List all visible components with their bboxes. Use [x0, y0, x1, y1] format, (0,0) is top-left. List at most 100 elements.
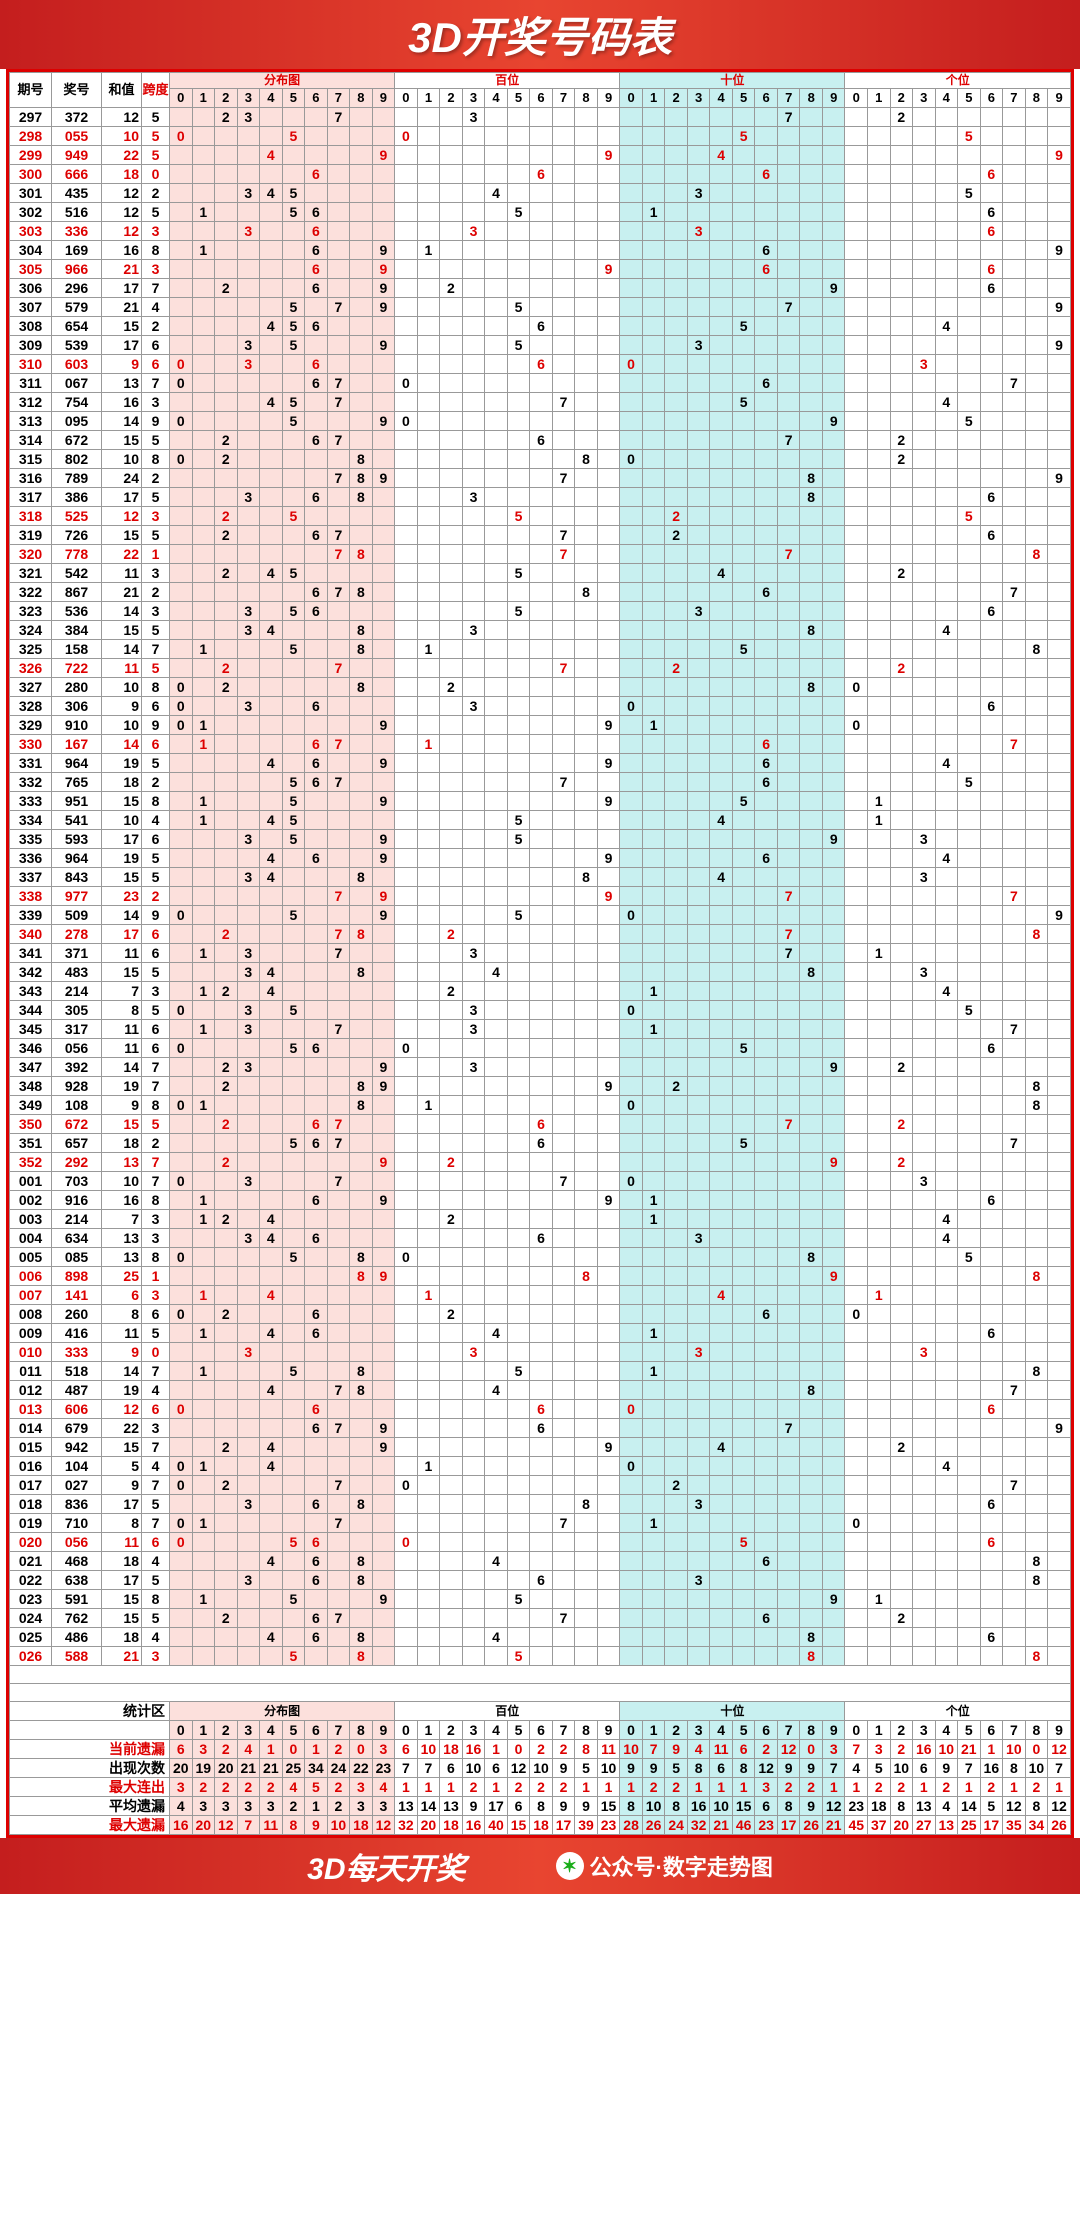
bai-cell	[395, 298, 418, 317]
ge-cell	[867, 1647, 890, 1666]
ge-cell: 6	[980, 165, 1003, 184]
digit-header: 2	[890, 89, 913, 108]
bai-cell	[462, 659, 485, 678]
ge-cell	[867, 1305, 890, 1324]
dist-cell: 9	[372, 1191, 395, 1210]
dist-cell	[192, 1153, 215, 1172]
bai-cell	[485, 1514, 508, 1533]
dist-cell	[215, 754, 238, 773]
bai-cell	[417, 1077, 440, 1096]
data-row: 30333612336336	[10, 222, 1071, 241]
ge-cell: 6	[980, 1324, 1003, 1343]
dist-cell	[372, 1115, 395, 1134]
bai-cell	[507, 773, 530, 792]
bai-cell	[440, 1571, 463, 1590]
dist-cell	[350, 982, 373, 1001]
stat-cell: 20	[890, 1816, 913, 1835]
ge-cell	[958, 1172, 981, 1191]
cell-sum: 18	[102, 1552, 142, 1571]
stat-cell: 10	[417, 1740, 440, 1759]
dist-cell	[260, 1153, 283, 1172]
bai-cell	[462, 1419, 485, 1438]
shi-cell	[687, 431, 710, 450]
bai-cell: 9	[597, 260, 620, 279]
ge-cell	[1003, 1191, 1026, 1210]
ge-cell	[1048, 792, 1071, 811]
dist-cell	[170, 222, 193, 241]
dist-cell	[260, 1419, 283, 1438]
cell-sum: 18	[102, 165, 142, 184]
shi-cell	[687, 1267, 710, 1286]
dist-cell: 6	[305, 1134, 328, 1153]
dist-cell	[170, 1495, 193, 1514]
stat-cell: 9	[462, 1797, 485, 1816]
ge-cell	[845, 735, 868, 754]
shi-cell	[822, 317, 845, 336]
stat-cell: 2	[282, 1797, 305, 1816]
data-row: 333951158159951	[10, 792, 1071, 811]
cell-number: 916	[52, 1191, 102, 1210]
dist-cell	[350, 887, 373, 906]
ge-cell	[1025, 1039, 1048, 1058]
bai-cell	[552, 488, 575, 507]
ge-cell	[935, 298, 958, 317]
dist-cell	[350, 279, 373, 298]
dist-cell	[260, 906, 283, 925]
shi-cell	[755, 868, 778, 887]
ge-cell	[1025, 830, 1048, 849]
shi-cell	[687, 1647, 710, 1666]
bai-cell	[395, 830, 418, 849]
bai-cell	[395, 184, 418, 203]
shi-cell	[800, 1058, 823, 1077]
shi-cell	[687, 108, 710, 127]
dist-cell	[192, 450, 215, 469]
data-row: 34910898018108	[10, 1096, 1071, 1115]
dist-cell	[350, 1058, 373, 1077]
dist-cell	[215, 1020, 238, 1039]
ge-cell	[867, 1324, 890, 1343]
shi-cell	[665, 450, 688, 469]
shi-cell	[755, 1001, 778, 1020]
cell-sum: 15	[102, 1115, 142, 1134]
dist-cell	[372, 1400, 395, 1419]
stat-cell: 7	[822, 1759, 845, 1778]
dist-cell: 6	[305, 279, 328, 298]
dist-cell	[350, 374, 373, 393]
shi-cell: 7	[777, 108, 800, 127]
ge-cell	[1003, 1210, 1026, 1229]
shi-cell	[755, 1115, 778, 1134]
ge-cell	[1003, 127, 1026, 146]
shi-cell	[800, 697, 823, 716]
dist-cell: 8	[350, 469, 373, 488]
ge-cell	[1025, 849, 1048, 868]
dist-cell	[327, 336, 350, 355]
dist-cell: 6	[305, 583, 328, 602]
shi-cell	[822, 1210, 845, 1229]
ge-cell	[845, 1571, 868, 1590]
shi-cell: 9	[822, 1058, 845, 1077]
shi-cell	[642, 431, 665, 450]
bai-cell	[462, 1476, 485, 1495]
bai-cell: 2	[440, 1305, 463, 1324]
shi-cell	[755, 1039, 778, 1058]
dist-cell	[215, 298, 238, 317]
ge-cell	[935, 1096, 958, 1115]
shi-cell	[620, 469, 643, 488]
shi-cell	[732, 1647, 755, 1666]
shi-cell	[687, 412, 710, 431]
cell-number: 435	[52, 184, 102, 203]
dist-cell	[215, 1229, 238, 1248]
ge-cell: 1	[867, 811, 890, 830]
stat-cell: 1	[597, 1778, 620, 1797]
bai-cell	[440, 659, 463, 678]
ge-cell	[913, 1286, 936, 1305]
ge-cell	[1003, 621, 1026, 640]
bai-cell	[575, 811, 598, 830]
ge-cell	[867, 1039, 890, 1058]
dist-cell	[170, 1229, 193, 1248]
stat-cell: 9	[800, 1797, 823, 1816]
bai-cell	[575, 716, 598, 735]
ge-cell	[935, 716, 958, 735]
dist-cell	[215, 355, 238, 374]
dist-cell	[215, 811, 238, 830]
